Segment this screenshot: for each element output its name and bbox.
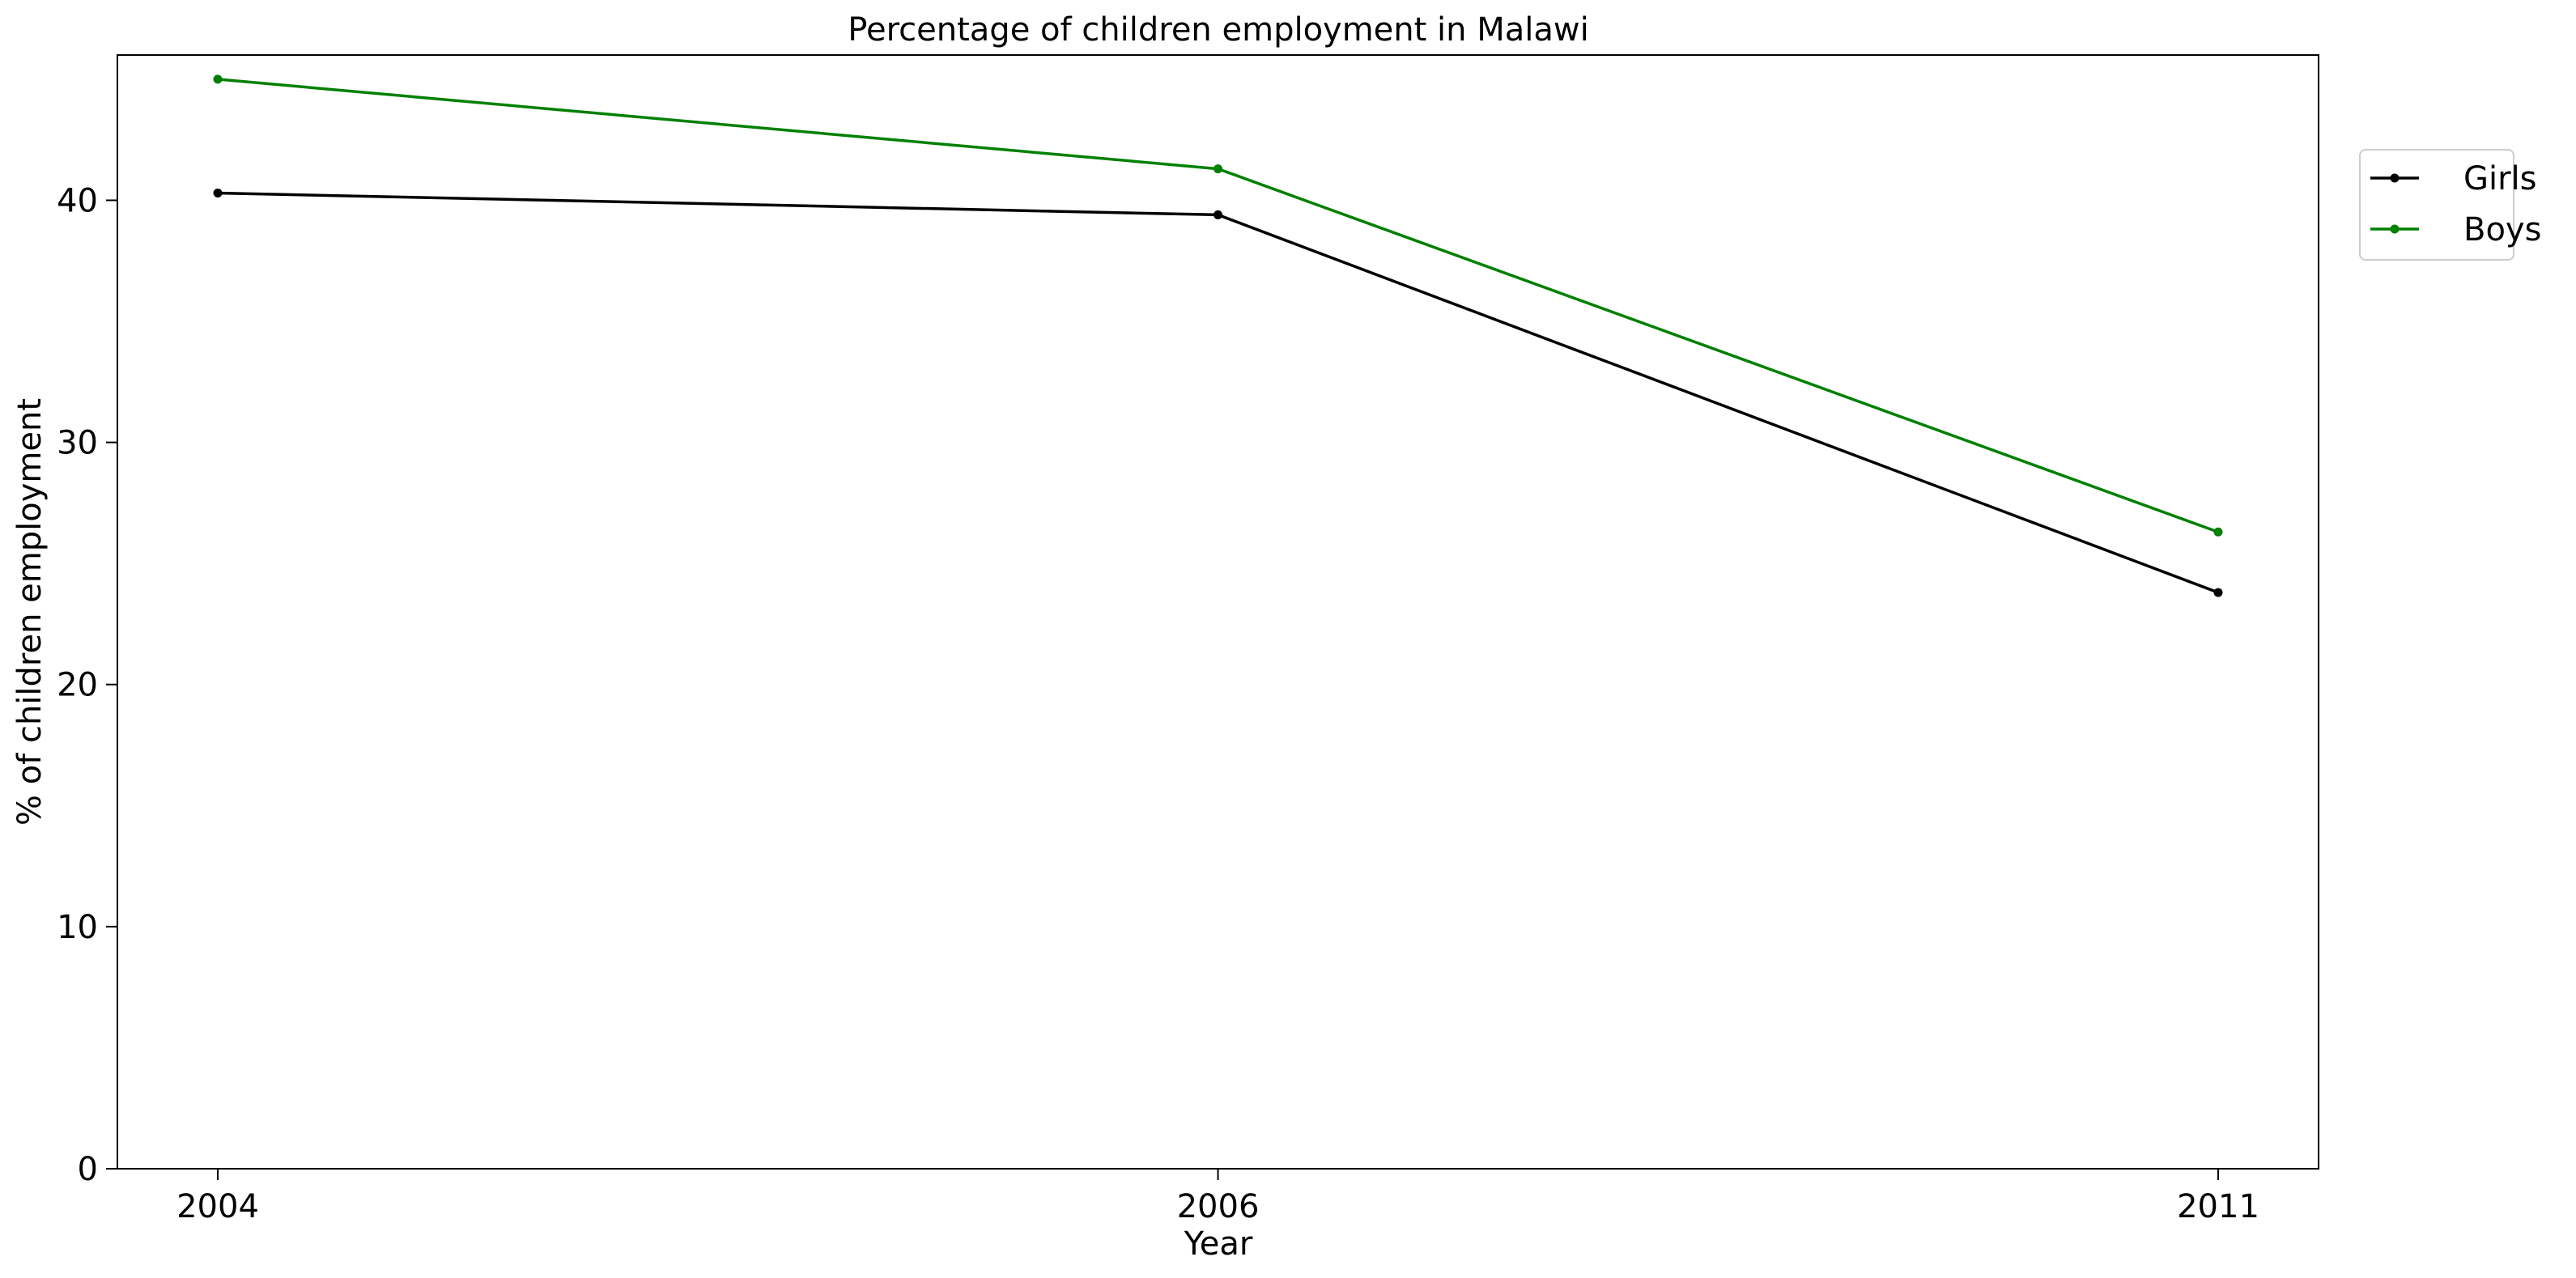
y-tick-label: 40 [57, 182, 98, 219]
legend-marker-girls [2390, 173, 2400, 183]
y-axis-ticks: 0 10 20 30 40 [57, 182, 117, 1188]
legend-marker-boys [2390, 224, 2400, 234]
y-axis-label: % of children employment [11, 398, 49, 826]
chart-title: Percentage of children employment in Mal… [848, 11, 1588, 49]
data-point-boys [213, 74, 223, 84]
legend-label-girls: Girls [2463, 160, 2537, 197]
y-tick-label: 20 [57, 667, 98, 704]
x-axis-label: Year [1184, 1225, 1253, 1263]
y-tick-label: 0 [78, 1151, 98, 1188]
y-tick-label: 10 [57, 909, 98, 946]
x-tick-label: 2006 [1177, 1188, 1260, 1225]
data-point-boys [2213, 527, 2223, 537]
legend: Girls Boys [2359, 149, 2541, 261]
data-point-girls [2213, 588, 2223, 597]
data-point-boys [1214, 164, 1222, 174]
series-layer [213, 74, 2223, 597]
x-axis-ticks: 2004 2006 2011 [176, 1169, 2259, 1225]
y-tick-label: 30 [57, 425, 98, 462]
x-tick-label: 2004 [176, 1188, 259, 1225]
data-point-girls [213, 189, 223, 198]
data-point-girls [1214, 210, 1222, 219]
legend-label-boys: Boys [2463, 211, 2541, 248]
x-tick-label: 2011 [2177, 1188, 2259, 1225]
plot-area-frame [117, 54, 2319, 1170]
